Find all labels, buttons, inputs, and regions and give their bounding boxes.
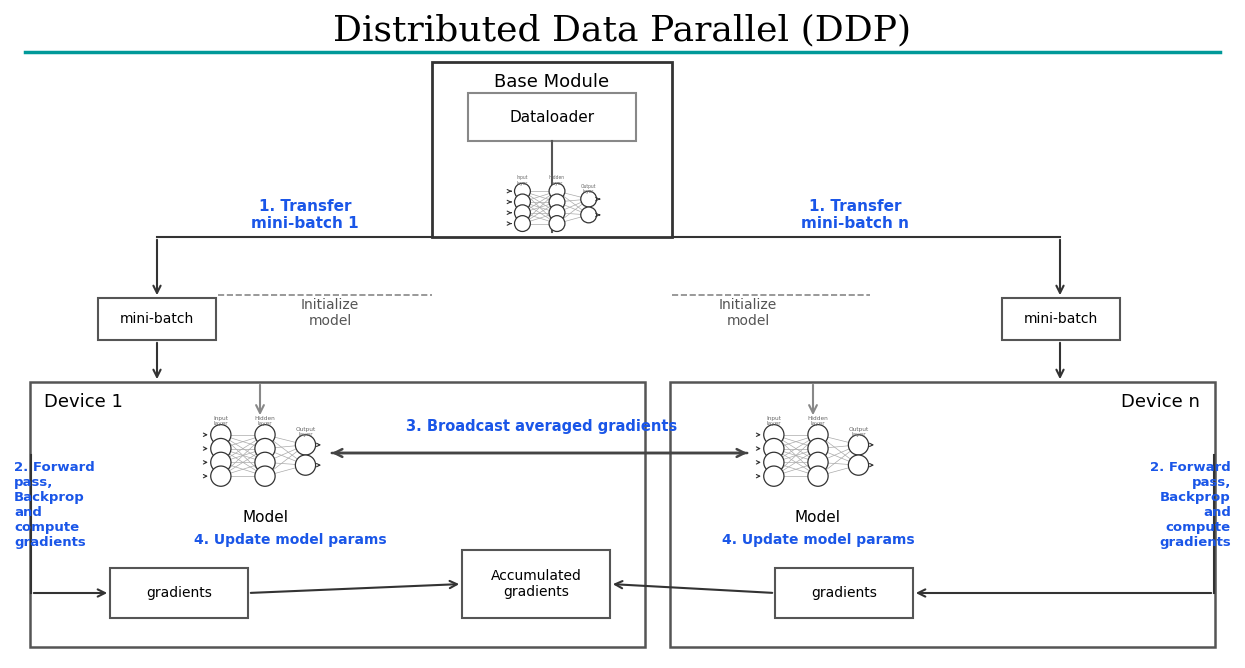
Text: Initialize
model: Initialize model [301,298,359,328]
Circle shape [763,438,784,459]
Text: Input
layer: Input layer [767,415,782,426]
Text: Input
layer: Input layer [213,415,228,426]
Circle shape [210,425,232,445]
Text: 1. Transfer
mini-batch 1: 1. Transfer mini-batch 1 [251,199,359,231]
Bar [30,382,645,647]
Text: 4. Update model params: 4. Update model params [722,533,914,547]
Circle shape [808,452,828,472]
Text: mini-batch: mini-batch [1023,312,1098,326]
Text: Input
layer: Input layer [517,175,528,186]
Text: Output
layer: Output layer [295,427,315,438]
Circle shape [848,455,869,475]
Text: mini-batch: mini-batch [120,312,194,326]
Circle shape [210,466,232,486]
Circle shape [514,194,530,210]
Text: gradients: gradients [146,586,212,600]
Text: Distributed Data Parallel (DDP): Distributed Data Parallel (DDP) [332,13,911,47]
Circle shape [763,466,784,486]
Circle shape [549,205,565,220]
Text: Model: Model [242,510,288,526]
Text: Output
layer: Output layer [581,184,596,194]
Circle shape [763,452,784,472]
Bar [670,382,1215,647]
Circle shape [763,425,784,445]
Circle shape [295,435,315,455]
Bar [774,568,913,618]
Circle shape [255,438,275,459]
Text: Output
layer: Output layer [848,427,869,438]
Circle shape [549,183,565,199]
Text: Dataloader: Dataloader [509,110,595,124]
Circle shape [808,425,828,445]
Text: 4. Update model params: 4. Update model params [194,533,386,547]
Circle shape [255,466,275,486]
Circle shape [808,438,828,459]
Bar [110,568,248,618]
Circle shape [808,466,828,486]
Circle shape [514,183,530,199]
Circle shape [295,455,315,475]
Bar [1002,298,1120,340]
Circle shape [255,425,275,445]
Circle shape [514,205,530,220]
Text: 1. Transfer
mini-batch n: 1. Transfer mini-batch n [801,199,909,231]
Circle shape [210,452,232,472]
Text: Hidden
layer: Hidden layer [549,175,565,186]
Circle shape [514,216,530,232]
Text: Hidden
layer: Hidden layer [808,415,828,426]
Circle shape [580,191,596,207]
Text: Hidden
layer: Hidden layer [255,415,275,426]
Circle shape [255,452,275,472]
Text: Base Module: Base Module [494,73,610,91]
Text: Model: Model [796,510,842,526]
Text: 2. Forward
pass,
Backprop
and
compute
gradients: 2. Forward pass, Backprop and compute gr… [1150,461,1231,549]
Circle shape [549,194,565,210]
Text: gradients: gradients [810,586,876,600]
Bar [432,62,672,237]
Text: 3. Broadcast averaged gradients: 3. Broadcast averaged gradients [406,420,677,434]
Bar [468,93,636,141]
Circle shape [549,216,565,232]
Text: Initialize
model: Initialize model [718,298,777,328]
Bar [98,298,215,340]
Text: Device n: Device n [1120,393,1199,411]
Circle shape [848,435,869,455]
Circle shape [580,207,596,223]
Text: Device 1: Device 1 [44,393,122,411]
Text: 2. Forward
pass,
Backprop
and
compute
gradients: 2. Forward pass, Backprop and compute gr… [14,461,95,549]
Text: Accumulated
gradients: Accumulated gradients [491,569,581,599]
Circle shape [210,438,232,459]
Bar [462,550,610,618]
